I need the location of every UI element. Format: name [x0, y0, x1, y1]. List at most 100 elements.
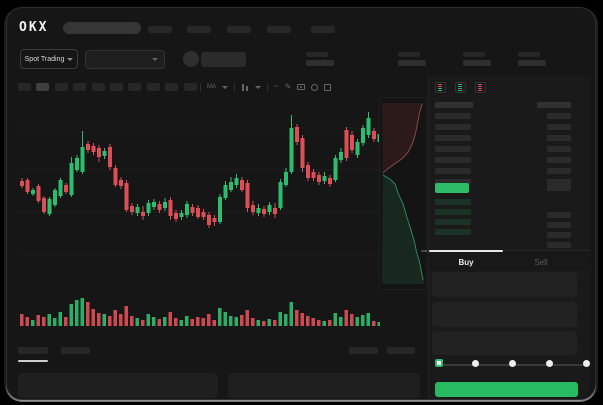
ask-price[interactable]	[435, 135, 471, 141]
volume-bar	[311, 318, 315, 326]
timeframe-button[interactable]	[128, 83, 142, 91]
book-bids-icon[interactable]	[455, 82, 466, 93]
timeframe-button[interactable]	[91, 83, 105, 91]
volume-bar	[234, 317, 238, 326]
candle	[240, 180, 244, 190]
candle	[174, 213, 178, 219]
book-icon-line	[458, 88, 462, 89]
slider-dot[interactable]	[509, 360, 516, 367]
order-form-field[interactable]	[432, 331, 577, 355]
candle	[163, 202, 167, 208]
timeframe-button[interactable]	[73, 83, 87, 91]
tab-sell[interactable]: Sell	[534, 258, 548, 267]
market-type-selector[interactable]: Spot Trading	[20, 49, 78, 69]
nav-item[interactable]	[267, 26, 291, 33]
stat-value	[518, 60, 546, 66]
nav-item[interactable]	[227, 26, 251, 33]
ask-amount	[547, 157, 571, 163]
candle	[300, 138, 305, 168]
nav-item[interactable]	[148, 26, 172, 33]
candle	[361, 128, 365, 143]
slider-dot[interactable]	[435, 359, 443, 367]
timeframe-button[interactable]	[183, 83, 197, 91]
history-panel[interactable]	[228, 373, 420, 398]
slider-dot[interactable]	[472, 360, 479, 367]
bottom-action[interactable]	[387, 347, 415, 354]
candle	[295, 127, 299, 142]
candlestick-chart[interactable]	[18, 96, 380, 332]
timeframe-button[interactable]	[18, 83, 31, 91]
book-both-icon[interactable]	[435, 82, 446, 93]
book-icon-line	[438, 86, 442, 87]
nav-item[interactable]	[311, 26, 335, 33]
volume-bar	[163, 317, 167, 326]
ask-amount	[547, 146, 571, 152]
pair-selector[interactable]	[85, 50, 165, 69]
book-icon-line	[458, 84, 462, 85]
volume-bar	[229, 316, 233, 326]
slider-dot[interactable]	[546, 360, 553, 367]
buy-submit-button[interactable]	[435, 382, 578, 397]
slider-dot[interactable]	[583, 360, 590, 367]
candle	[306, 165, 310, 178]
volume-bar	[75, 300, 79, 326]
search-input[interactable]	[63, 22, 141, 34]
book-icon-line	[458, 86, 462, 87]
volume-bar	[36, 315, 40, 326]
depth-chart[interactable]	[379, 97, 427, 290]
camera-icon[interactable]	[297, 84, 306, 90]
timeframe-button[interactable]	[110, 83, 123, 91]
candle	[135, 207, 140, 213]
ask-price[interactable]	[435, 124, 471, 130]
timeframe-button[interactable]	[54, 83, 68, 91]
orderbook-last-price[interactable]	[435, 183, 469, 193]
line-style-icon[interactable]: ~	[274, 82, 279, 91]
tab-buy[interactable]: Buy	[458, 258, 474, 267]
chevron-down-icon[interactable]	[222, 85, 228, 89]
ask-price[interactable]	[435, 168, 471, 174]
volume-bar	[42, 317, 46, 326]
candle	[80, 147, 85, 172]
timeframe-button[interactable]	[165, 83, 179, 91]
candle	[64, 185, 68, 192]
chevron-down-icon[interactable]	[255, 85, 261, 89]
draw-icon[interactable]: ✎	[284, 82, 292, 91]
ask-price[interactable]	[435, 146, 471, 152]
book-icon-line	[458, 90, 462, 91]
bid-price[interactable]	[435, 209, 471, 215]
ask-price[interactable]	[435, 179, 471, 185]
bid-price[interactable]	[435, 219, 471, 225]
timeframe-button[interactable]	[146, 83, 160, 91]
divider	[234, 82, 235, 92]
candle	[25, 180, 30, 192]
ask-price[interactable]	[435, 157, 471, 163]
volume-bar	[201, 318, 205, 326]
book-icon-line	[478, 86, 482, 87]
volume-bar	[366, 313, 370, 326]
ask-price[interactable]	[435, 113, 471, 119]
bid-price[interactable]	[435, 229, 471, 235]
bottom-tab[interactable]	[61, 347, 90, 354]
nav-item[interactable]	[187, 26, 211, 33]
candle	[311, 172, 316, 178]
candle	[350, 135, 354, 150]
volume-bar	[124, 306, 128, 326]
order-form-field[interactable]	[432, 302, 577, 327]
clock-icon[interactable]	[311, 83, 319, 91]
volume-bar	[146, 314, 150, 326]
candle	[97, 148, 101, 157]
ask-amount	[547, 168, 571, 174]
book-asks-icon[interactable]	[475, 82, 486, 93]
indicator-icon[interactable]: MA	[207, 84, 216, 90]
candle-type-icon[interactable]	[241, 83, 249, 92]
bottom-tab[interactable]	[18, 347, 48, 354]
bottom-action[interactable]	[349, 347, 378, 354]
fullscreen-icon[interactable]	[324, 83, 332, 91]
bid-price[interactable]	[435, 199, 471, 205]
timeframe-button[interactable]	[36, 83, 50, 91]
orders-panel[interactable]	[18, 373, 218, 398]
volume-bar	[207, 314, 211, 326]
order-form-field[interactable]	[432, 272, 577, 297]
candle	[146, 203, 151, 213]
candle	[141, 212, 145, 216]
